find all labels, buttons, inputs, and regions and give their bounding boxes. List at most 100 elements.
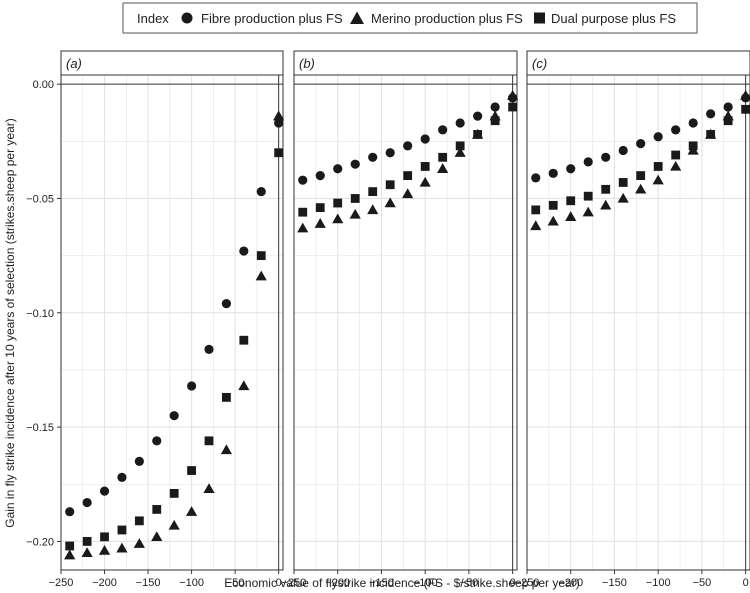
x-tick-label: −250: [282, 577, 307, 589]
point-fibre: [221, 299, 232, 309]
x-tick-label: −250: [515, 577, 540, 589]
point-fibre: [455, 118, 465, 128]
point-dual: [204, 436, 214, 446]
point-fibre: [239, 246, 249, 256]
x-tick-label: −100: [646, 577, 671, 589]
x-tick-label: −100: [179, 577, 204, 589]
y-tick-labels: 0.00 −0.05 −0.10 −0.15 −0.20: [26, 79, 61, 548]
legend-label-merino: Merino production plus FS: [371, 11, 523, 26]
point-merino: [384, 197, 396, 208]
point-dual: [274, 148, 284, 158]
x-tick-label: −200: [92, 577, 117, 589]
point-dual: [438, 152, 448, 162]
point-dual: [134, 516, 144, 526]
point-fibre: [274, 118, 284, 128]
point-merino: [220, 444, 233, 455]
point-fibre: [723, 102, 733, 112]
point-fibre: [99, 486, 110, 496]
plot-area: [527, 75, 750, 570]
point-dual: [385, 180, 395, 190]
point-dual: [636, 171, 646, 181]
x-tick-label: 0: [743, 577, 749, 589]
point-fibre: [636, 138, 646, 149]
point-dual: [315, 203, 325, 213]
point-dual: [531, 205, 541, 215]
point-dual: [298, 207, 308, 217]
point-merino: [168, 519, 180, 530]
point-fibre: [256, 187, 266, 197]
point-merino: [507, 89, 519, 100]
point-merino: [273, 110, 285, 121]
point-fibre: [583, 157, 593, 167]
point-dual: [455, 141, 465, 151]
point-dual: [333, 198, 343, 208]
point-dual: [601, 184, 611, 194]
point-dual: [618, 178, 628, 187]
point-merino: [81, 547, 93, 558]
legend-circle-marker: [181, 12, 193, 24]
point-merino: [402, 188, 414, 199]
panel-b: (b) −250 −200 −150 −100 −50 0: [282, 50, 519, 589]
point-merino: [740, 89, 750, 100]
point-dual: [222, 392, 231, 402]
point-merino: [437, 163, 449, 173]
point-fibre: [117, 472, 127, 483]
point-fibre: [566, 164, 576, 174]
point-merino: [238, 380, 250, 391]
panel-strip: [526, 50, 750, 76]
point-dual: [187, 466, 196, 475]
point-dual: [653, 162, 663, 171]
point-merino: [203, 483, 215, 494]
x-tick-label: −200: [325, 577, 350, 589]
legend-triangle-marker: [350, 11, 364, 24]
point-dual: [671, 150, 681, 160]
plot-area: [61, 75, 283, 570]
point-merino: [600, 199, 612, 210]
x-tick-label: −150: [602, 577, 627, 589]
x-tick-label: −150: [369, 577, 394, 589]
point-merino: [635, 183, 647, 194]
legend-title: Index: [137, 11, 169, 26]
point-fibre: [169, 411, 179, 421]
point-fibre: [688, 118, 698, 128]
point-dual: [583, 191, 593, 201]
y-tick-label: 0.00: [33, 79, 54, 91]
x-tick-label: −50: [693, 577, 712, 589]
point-dual: [741, 104, 750, 114]
panel-label: (b): [299, 56, 315, 71]
point-dual: [706, 130, 716, 139]
point-fibre: [653, 132, 663, 142]
point-dual: [239, 335, 249, 345]
point-fibre: [298, 175, 308, 185]
plot-area: [294, 75, 517, 570]
point-merino: [652, 174, 664, 185]
point-dual: [723, 116, 733, 126]
point-fibre: [671, 125, 681, 135]
point-fibre: [333, 164, 343, 174]
point-merino: [314, 218, 326, 228]
point-merino: [419, 176, 431, 187]
point-fibre: [368, 152, 378, 162]
point-merino: [116, 542, 128, 553]
panel-label: (c): [532, 56, 547, 71]
point-fibre: [152, 436, 162, 446]
x-tick-label: −100: [413, 577, 438, 589]
point-dual: [65, 541, 75, 551]
y-tick-label: −0.05: [26, 193, 54, 205]
point-fibre: [350, 159, 360, 169]
point-merino: [64, 549, 76, 560]
x-axis-title: Economic value of flystrike incidence (F…: [224, 576, 579, 590]
point-dual: [117, 525, 127, 535]
x-tick-label: −50: [226, 577, 245, 589]
legend-label-dual: Dual purpose plus FS: [551, 11, 676, 26]
point-dual: [256, 251, 266, 261]
y-tick-label: −0.10: [26, 308, 54, 320]
y-tick-label: −0.20: [26, 536, 54, 548]
point-fibre: [82, 497, 92, 508]
point-merino: [98, 544, 111, 555]
legend-label-fibre: Fibre production plus FS: [201, 11, 343, 26]
x-tick-label: 0: [276, 577, 282, 589]
y-axis-title: Gain in fly strike incidence after 10 ye…: [3, 118, 17, 528]
point-dual: [490, 116, 500, 126]
